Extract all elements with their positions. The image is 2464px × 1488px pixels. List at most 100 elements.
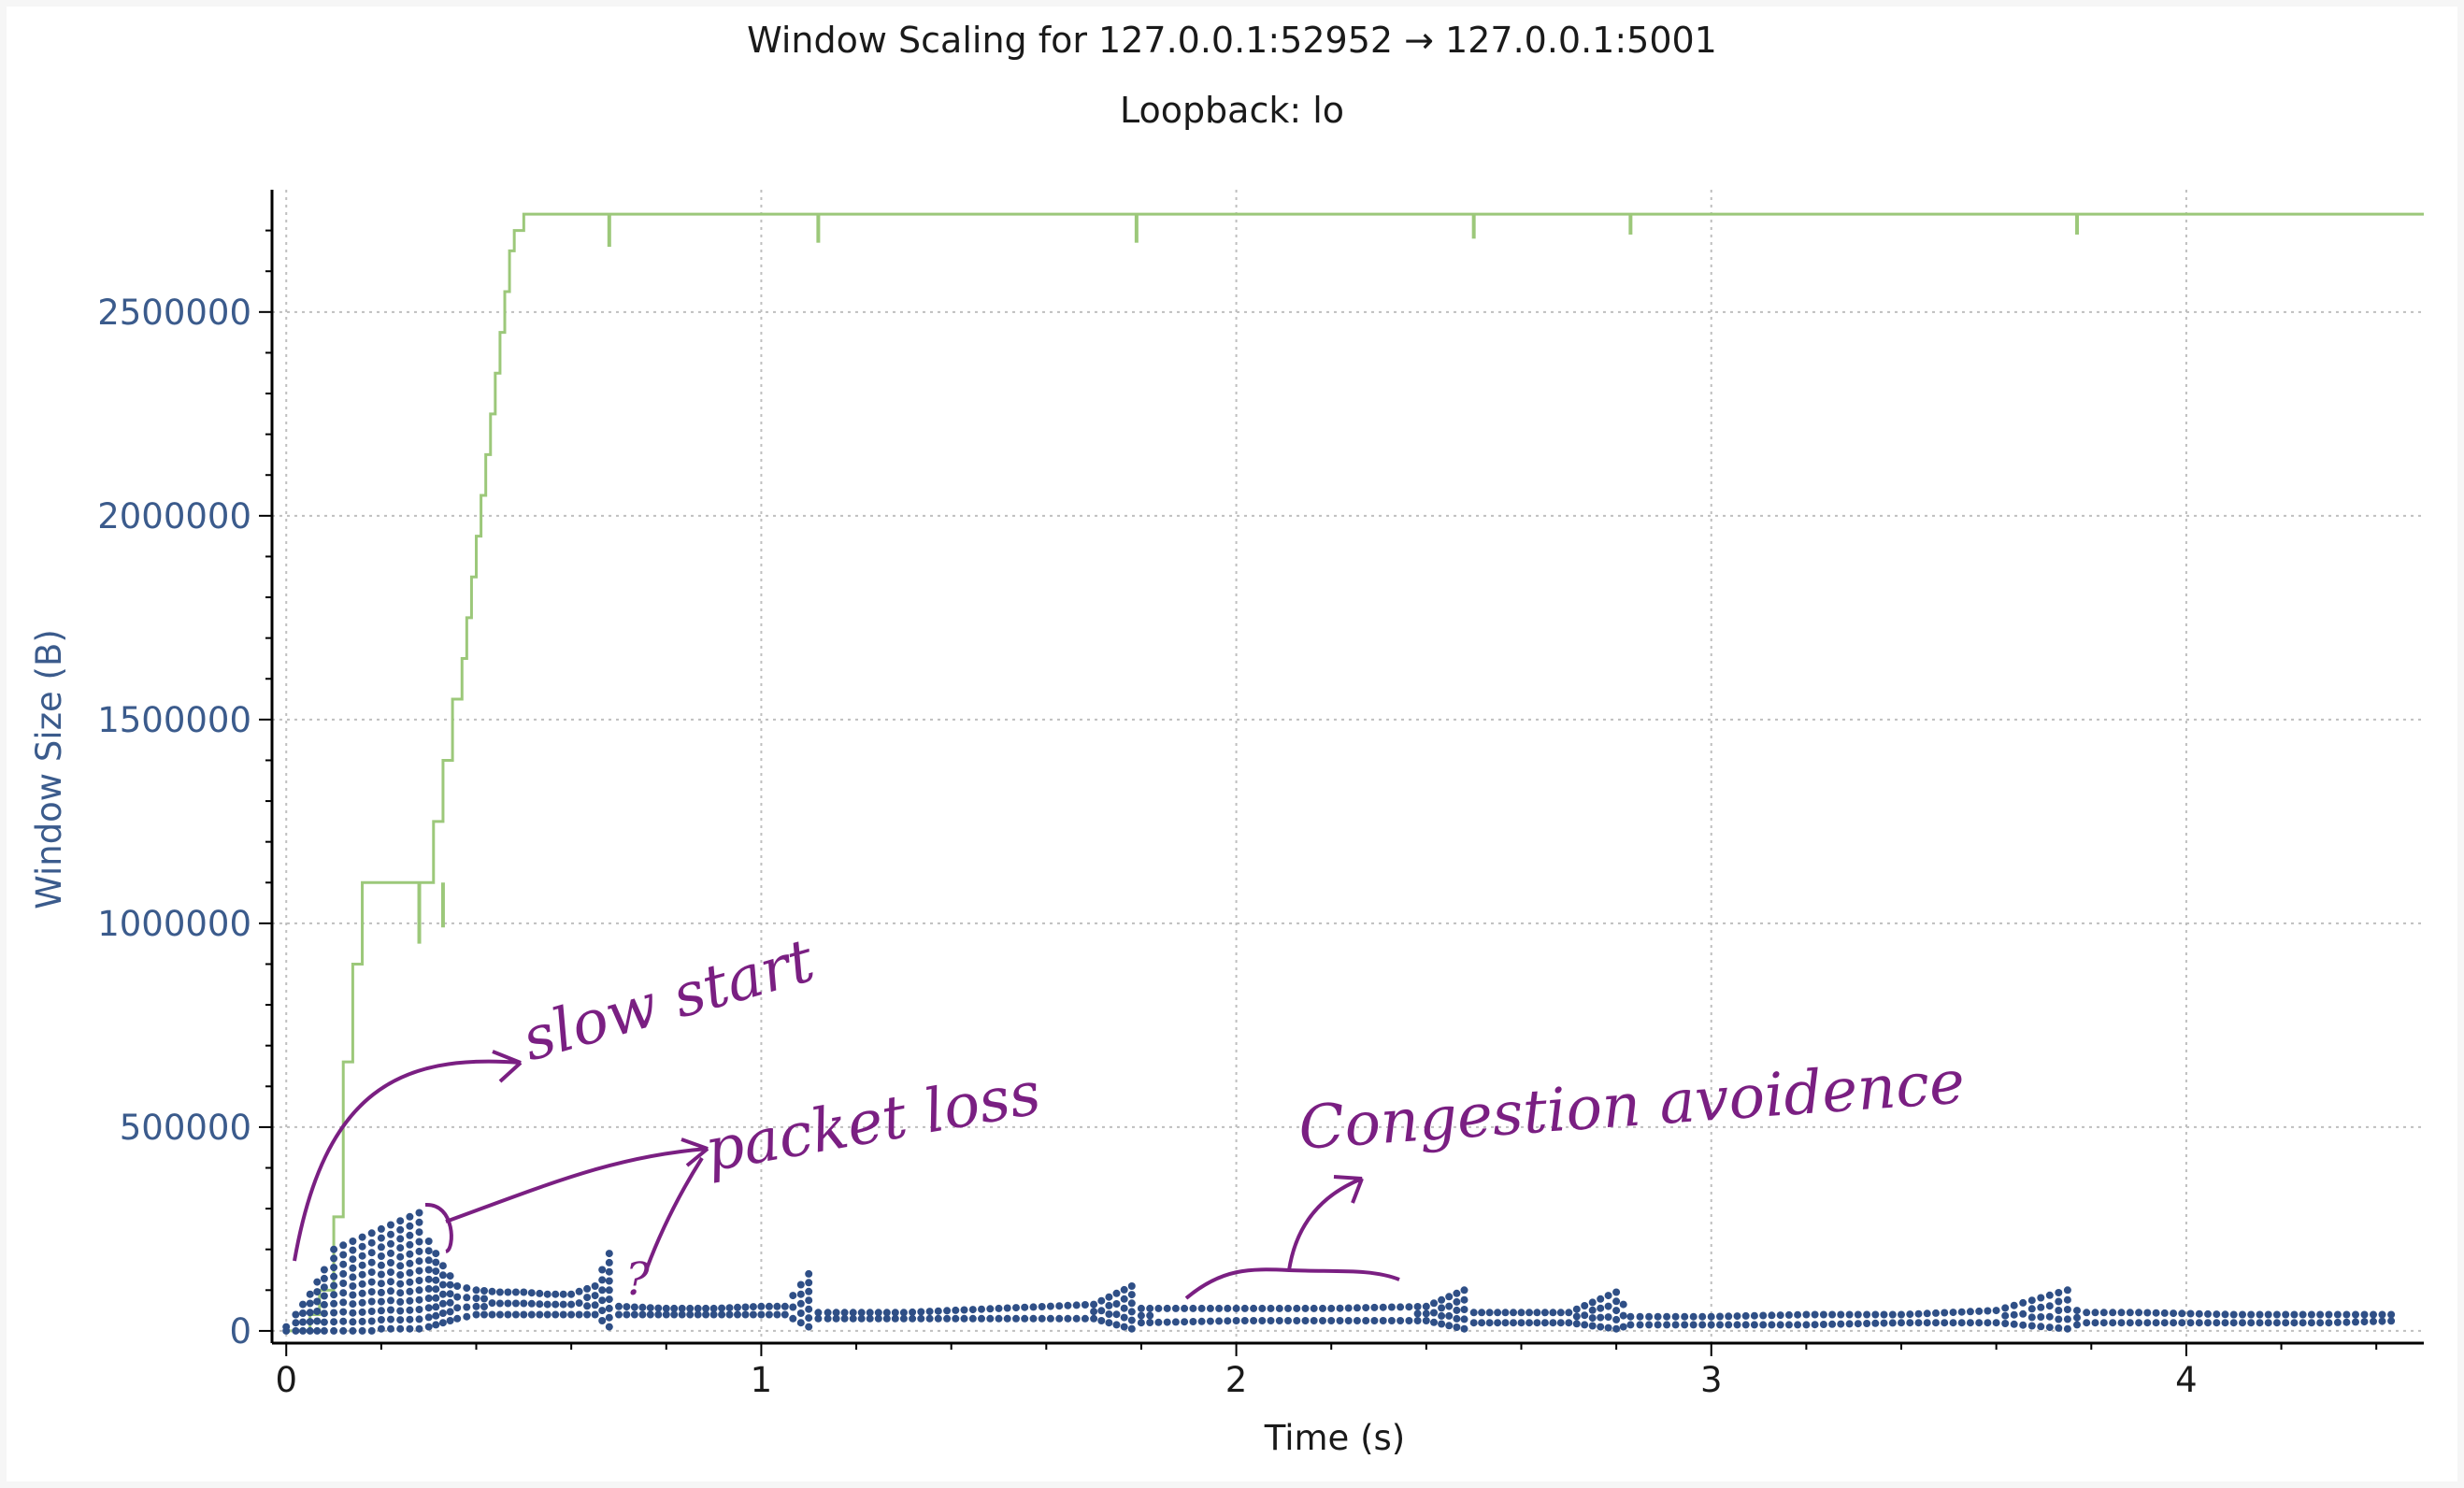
bytes-in-flight-point [1707, 1312, 1715, 1321]
bytes-in-flight-point [2333, 1318, 2342, 1326]
bytes-in-flight-point [1029, 1314, 1038, 1323]
bytes-in-flight-point [1413, 1309, 1422, 1318]
bytes-in-flight-point [1681, 1321, 1689, 1329]
bytes-in-flight-point [1105, 1310, 1113, 1318]
bytes-in-flight-point [520, 1310, 528, 1319]
bytes-in-flight-point [2221, 1319, 2229, 1327]
bytes-in-flight-point [2152, 1309, 2160, 1317]
bytes-in-flight-point [446, 1298, 454, 1307]
window-size-line [286, 212, 2424, 1333]
bytes-in-flight-point [591, 1301, 599, 1309]
bytes-in-flight-point [415, 1324, 423, 1333]
bytes-in-flight-point [2378, 1317, 2386, 1325]
bytes-in-flight-point [2333, 1310, 2342, 1319]
bytes-in-flight-point [396, 1235, 405, 1243]
bytes-in-flight-point [1258, 1317, 1267, 1324]
bytes-in-flight-point [598, 1286, 607, 1295]
bytes-in-flight-point [536, 1289, 544, 1297]
bytes-in-flight-point [415, 1306, 423, 1313]
bytes-in-flight-point [306, 1290, 314, 1298]
bytes-in-flight-point [1120, 1295, 1128, 1303]
bytes-in-flight-point [1619, 1300, 1627, 1309]
bytes-in-flight-point [1163, 1318, 1171, 1326]
bytes-in-flight-point [909, 1314, 917, 1323]
bytes-in-flight-point [2117, 1319, 2126, 1327]
bytes-in-flight-point [367, 1326, 376, 1335]
bytes-in-flight-point [424, 1247, 433, 1255]
bytes-in-flight-point [702, 1304, 710, 1312]
bytes-in-flight-point [2170, 1319, 2178, 1327]
bytes-in-flight-point [2264, 1310, 2272, 1319]
bytes-in-flight-point [857, 1309, 866, 1317]
bytes-in-flight-point [598, 1296, 607, 1305]
bytes-in-flight-point [313, 1288, 322, 1296]
y-axis-title: Window Size (B) [29, 629, 69, 909]
bytes-in-flight-point [1181, 1318, 1189, 1326]
bytes-in-flight-point [358, 1280, 366, 1288]
bytes-in-flight-point [1072, 1301, 1081, 1309]
bytes-in-flight-point [552, 1300, 560, 1309]
bytes-in-flight-point [339, 1241, 348, 1250]
bytes-in-flight-point [438, 1319, 447, 1327]
bytes-in-flight-point [1370, 1303, 1379, 1311]
bytes-in-flight-point [1232, 1304, 1240, 1312]
bytes-in-flight-point [1949, 1309, 1957, 1317]
bytes-in-flight-point [2178, 1319, 2186, 1327]
bytes-in-flight-point [396, 1324, 405, 1333]
bytes-in-flight-point [678, 1310, 686, 1319]
bytes-in-flight-point [2195, 1319, 2203, 1327]
bytes-in-flight-point [899, 1314, 908, 1323]
chart-svg: Window Scaling for 127.0.0.1:52952 → 127… [29, 20, 2424, 1458]
bytes-in-flight-point [415, 1277, 423, 1284]
bytes-in-flight-point [2063, 1306, 2071, 1313]
bytes-in-flight-point [849, 1314, 857, 1323]
bytes-in-flight-point [591, 1310, 599, 1319]
bytes-in-flight-point [1837, 1320, 1845, 1328]
bytes-in-flight-point [1284, 1304, 1292, 1312]
bytes-in-flight-point [882, 1309, 891, 1317]
bytes-in-flight-point [1250, 1317, 1258, 1324]
bytes-in-flight-point [1120, 1313, 1128, 1322]
bytes-in-flight-point [559, 1310, 567, 1319]
bytes-in-flight-point [2027, 1322, 2036, 1330]
bytes-in-flight-point [2221, 1310, 2229, 1319]
bytes-in-flight-point [1636, 1321, 1644, 1329]
bytes-in-flight-point [1258, 1304, 1267, 1312]
bytes-in-flight-point [424, 1295, 433, 1302]
bytes-in-flight-point [2045, 1312, 2054, 1321]
bytes-in-flight-point [2143, 1319, 2152, 1327]
bytes-in-flight-point [2109, 1319, 2117, 1327]
bytes-in-flight-point [1671, 1312, 1680, 1321]
bytes-in-flight-point [2126, 1319, 2134, 1327]
bytes-in-flight-point [387, 1296, 394, 1305]
bytes-in-flight-point [605, 1304, 613, 1312]
bytes-in-flight-point [1146, 1304, 1154, 1312]
bytes-in-flight-point [313, 1317, 322, 1325]
bytes-in-flight-point [832, 1314, 840, 1323]
bytes-in-flight-point [1698, 1321, 1707, 1329]
bytes-in-flight-point [463, 1294, 471, 1302]
bytes-in-flight-point [1888, 1319, 1897, 1327]
bytes-in-flight-point [882, 1314, 891, 1323]
bytes-in-flight-point [605, 1323, 613, 1331]
bytes-in-flight-point [1923, 1309, 1931, 1318]
bytes-in-flight-point [292, 1326, 300, 1335]
bytes-in-flight-point [292, 1319, 300, 1327]
bytes-in-flight-point [1556, 1319, 1565, 1327]
bytes-in-flight-point [646, 1304, 654, 1312]
bytes-in-flight-point [986, 1305, 995, 1313]
bytes-in-flight-point [1275, 1317, 1283, 1324]
bytes-in-flight-point [453, 1304, 462, 1312]
bytes-in-flight-point [2160, 1319, 2169, 1327]
bytes-in-flight-point [789, 1314, 797, 1323]
bytes-in-flight-point [2239, 1319, 2246, 1327]
bytes-in-flight-point [415, 1266, 423, 1275]
bytes-in-flight-point [1949, 1319, 1957, 1327]
bytes-in-flight-point [849, 1309, 857, 1317]
bytes-in-flight-point [536, 1310, 544, 1319]
bytes-in-flight-point [1267, 1317, 1275, 1324]
bytes-in-flight-point [387, 1221, 394, 1229]
bytes-in-flight-point [432, 1303, 440, 1311]
bytes-in-flight-point [2160, 1309, 2169, 1317]
bytes-in-flight-point [396, 1244, 405, 1252]
